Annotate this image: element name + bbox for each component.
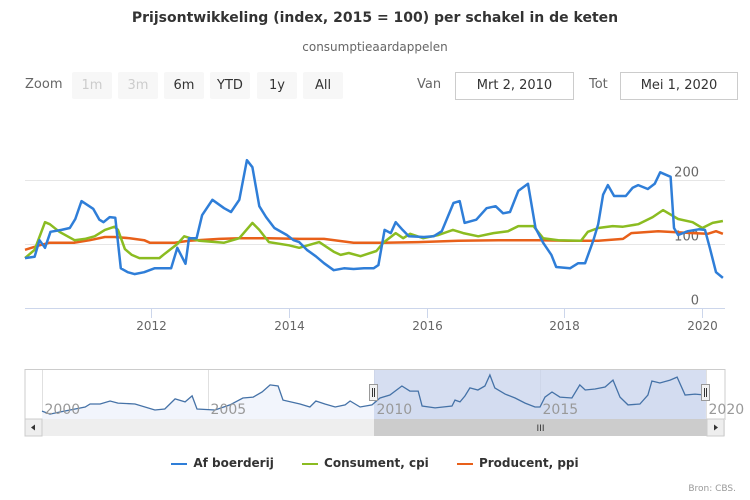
- legend-label: Consument, cpi: [324, 456, 429, 470]
- navigator-handle-right[interactable]: [701, 384, 710, 401]
- to-date-label: Tot: [589, 77, 608, 92]
- navigator-handle-left[interactable]: [369, 384, 378, 401]
- navigator-selected-range[interactable]: [374, 370, 706, 419]
- range-button-1m[interactable]: 1m: [72, 72, 112, 99]
- chart-subtitle: consumptieaardappelen: [302, 40, 448, 54]
- from-date-label: Van: [417, 77, 442, 92]
- scrollbar-thumb[interactable]: [374, 419, 707, 436]
- navigator-tick-label: 2020: [709, 402, 745, 418]
- x-tick-label: 2014: [274, 319, 305, 333]
- scrollbar-grip[interactable]: III: [537, 424, 545, 434]
- navigator-series-line: [41, 373, 706, 415]
- credits[interactable]: Bron: CBS.: [688, 484, 736, 494]
- navigator-tick-label: 2010: [377, 402, 413, 418]
- series-lines: [24, 158, 724, 279]
- y-tick-label: 0: [691, 294, 699, 309]
- x-tick-label: 2020: [687, 319, 718, 333]
- chart-title: Prijsontwikkeling (index, 2015 = 100) pe…: [131, 10, 619, 26]
- range-button-1y[interactable]: 1y: [257, 72, 297, 99]
- scroll-left-arrow-icon: [31, 424, 35, 431]
- legend-symbol: [171, 462, 188, 465]
- range-button-all[interactable]: All: [303, 72, 343, 99]
- scroll-right-arrow-icon: [714, 424, 718, 431]
- legend-symbol: [302, 462, 319, 465]
- legend-item-af-boerderij[interactable]: Af boerderij: [171, 456, 274, 470]
- x-tick-label: 2012: [136, 319, 167, 333]
- navigator-tick-label: 2005: [211, 402, 247, 418]
- legend-symbol: [456, 462, 473, 465]
- legend-label: Producent, ppi: [478, 456, 579, 470]
- navigator-tick-label: 2000: [45, 402, 81, 418]
- legend-item-producent[interactable]: Producent, ppi: [456, 456, 579, 470]
- legend-item-consument[interactable]: Consument, cpi: [302, 456, 429, 470]
- y-tick-label: 200: [674, 166, 699, 181]
- series-line-af-boerderij[interactable]: [24, 158, 724, 279]
- range-button-3m[interactable]: 3m: [118, 72, 158, 99]
- to-date-input[interactable]: Mei 1, 2020: [620, 72, 738, 100]
- from-date-input[interactable]: Mrt 2, 2010: [455, 72, 574, 100]
- navigator[interactable]: 2000 2005 2010 2015 2020 III: [0, 0, 750, 440]
- range-button-ytd[interactable]: YTD: [210, 72, 250, 99]
- range-button-6m[interactable]: 6m: [164, 72, 204, 99]
- navigator-tick-label: 2015: [543, 402, 579, 418]
- x-axis-ticks: 2012 2014 2016 2018 2020: [136, 308, 718, 333]
- navigator-axis-labels: 2000 2005 2010 2015 2020: [45, 402, 745, 418]
- x-tick-label: 2016: [412, 319, 443, 333]
- zoom-label: Zoom: [25, 77, 63, 92]
- legend: Af boerderij Consument, cpi Producent, p…: [0, 456, 750, 470]
- series-line-producent[interactable]: [24, 229, 724, 251]
- legend-label: Af boerderij: [193, 456, 274, 470]
- navigator-left-bg: [26, 370, 42, 419]
- grid-lines: [25, 180, 725, 245]
- x-tick-label: 2018: [549, 319, 580, 333]
